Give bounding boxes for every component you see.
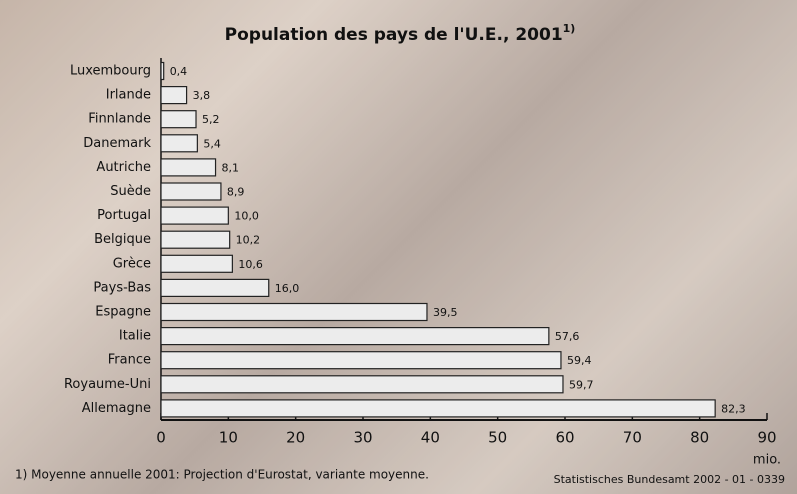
x-tick-label: 30 (353, 429, 372, 447)
y-tick-label: Danemark (83, 136, 151, 151)
bar (160, 206, 229, 225)
value-label: 5,4 (203, 137, 221, 150)
y-tick-label: Italie (119, 329, 151, 344)
footnote: 1) Moyenne annuelle 2001: Projection d'E… (15, 468, 429, 482)
chart-title: Population des pays de l'U.E., 2001 (225, 25, 563, 45)
y-tick-label: Espagne (95, 305, 151, 320)
value-label: 10,2 (236, 234, 261, 247)
bar (160, 182, 222, 201)
x-tick-label: 10 (219, 429, 238, 447)
title-note: 1) (563, 22, 576, 35)
bar (160, 134, 198, 153)
value-label: 3,8 (193, 89, 211, 102)
bar (160, 375, 564, 394)
bar (160, 327, 550, 346)
bar (160, 278, 270, 297)
bar (160, 351, 562, 370)
y-tick-label: Belgique (94, 232, 151, 247)
bar (160, 85, 188, 105)
y-tick-label: Luxembourg (70, 64, 151, 79)
x-tick-label: 50 (488, 429, 507, 447)
value-label: 59,7 (569, 378, 594, 391)
bar (160, 399, 716, 418)
x-tick-label: 40 (421, 429, 440, 447)
y-tick-label: Finnlande (88, 112, 151, 127)
y-tick-label: Grèce (113, 256, 151, 271)
bar (160, 61, 165, 81)
y-tick-label: Autriche (96, 160, 151, 175)
y-tick-label: Pays-Bas (93, 280, 151, 295)
x-tick-label: 20 (286, 429, 305, 447)
value-label: 10,0 (234, 210, 258, 223)
source: Statistisches Bundesamt 2002 - 01 - 0339 (554, 473, 785, 486)
y-tick-label: Suède (110, 184, 151, 199)
value-label: 0,4 (170, 65, 188, 78)
x-tick-label: 80 (690, 429, 709, 447)
x-tick-label: 70 (623, 429, 642, 447)
chart-title-group: Population des pays de l'U.E., 20011) (225, 22, 576, 45)
y-tick-label: France (108, 353, 151, 368)
y-tick-label: Allemagne (82, 401, 151, 416)
bar (160, 110, 197, 129)
value-label: 8,1 (222, 161, 240, 174)
y-tick-label: Portugal (97, 208, 151, 223)
bar (160, 158, 217, 177)
bar (160, 254, 233, 273)
value-label: 57,6 (555, 330, 580, 343)
y-tick-label: Royaume-Uni (64, 377, 151, 392)
x-tick-label: 90 (757, 429, 776, 447)
x-tick-label: 60 (555, 429, 574, 447)
value-label: 5,2 (202, 113, 220, 126)
value-label: 82,3 (721, 402, 746, 415)
y-tick-label: Irlande (106, 88, 151, 103)
bar (160, 230, 231, 249)
x-tick-label: 0 (156, 429, 166, 447)
value-label: 39,5 (433, 306, 458, 319)
x-unit: mio. (753, 453, 781, 468)
bar (160, 302, 428, 322)
value-label: 8,9 (227, 186, 245, 199)
value-label: 59,4 (567, 354, 592, 367)
value-label: 16,0 (275, 282, 300, 295)
value-label: 10,6 (238, 258, 263, 271)
